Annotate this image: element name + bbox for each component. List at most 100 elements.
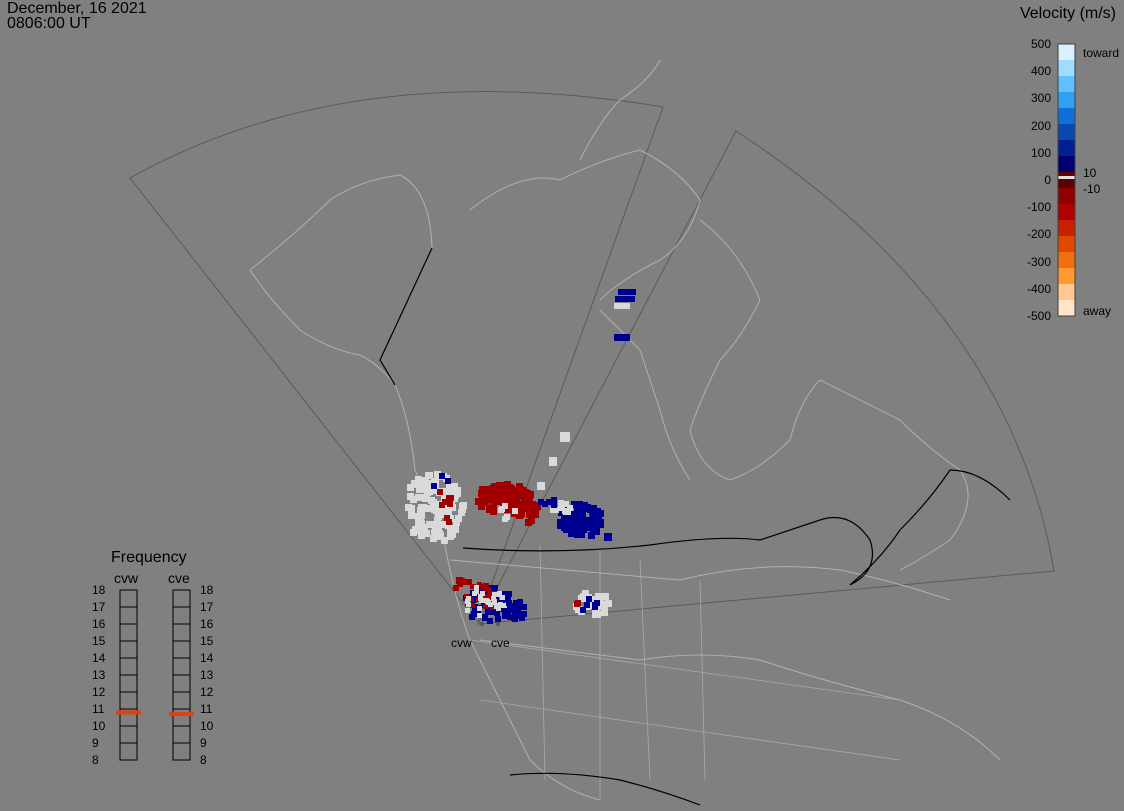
scatter-cell [445,522,452,529]
frequency-tick-left: 17 [92,600,106,614]
frequency-tick-left: 10 [92,719,106,733]
alaska-border [379,247,433,386]
scatter-cell [496,603,501,608]
scatter-cell [551,497,557,503]
scatter-cell [419,486,426,493]
colorbar-tick-label: -400 [1026,281,1051,296]
scatter-cell [457,581,463,587]
scatter-cell [498,507,504,513]
frequency-tick-right: 15 [200,634,214,648]
scatter-cell [484,487,491,494]
frequency-tick-left: 18 [92,583,106,597]
scatter-cell [479,598,484,603]
frequency-cell [172,657,191,676]
scatter-cell [407,484,414,491]
colorbar-segment [1058,108,1075,125]
scatter-cell [583,517,590,524]
colorbar-zero-band [1058,176,1075,179]
colorbar-away-label: away [1083,304,1112,318]
scatter-cell [597,603,604,610]
frequency-tick-right: 9 [200,736,207,750]
scatter-cell [471,611,477,617]
scatter-cell [571,501,578,508]
velocity-colorbar [1057,43,1076,317]
scatter-cell [590,527,597,534]
cve-field-of-view [477,130,1055,625]
scatter-cell [560,432,570,442]
time-label: 0806:00 UT [7,15,91,32]
scatter-cell [512,508,518,514]
frequency-tick-left: 14 [92,651,106,665]
cvw-field-of-view [129,91,664,624]
scatter-cell [475,498,482,505]
scatter-cell [574,519,581,526]
scatter-cell [576,525,583,532]
scatter-cell [458,509,465,516]
colorbar-segment [1058,236,1075,253]
scatter-cell [571,513,578,520]
scatter-cell [425,505,432,512]
us-mexico-border [509,772,701,806]
scatter-cell [452,526,459,533]
scatter-cell [580,607,586,613]
frequency-col-cve: cve [168,570,190,586]
scatter-cell [447,488,454,495]
scatter-cell [447,533,454,540]
scatter-cell [592,604,598,610]
frequency-cell [119,725,138,744]
scatter-cell [567,505,573,511]
scatter-cell [601,609,608,616]
scatter-cell [485,607,491,613]
radar-sites [480,622,500,626]
scatter-cell [504,481,511,488]
frequency-cell [119,691,138,710]
scatter-cell [508,604,514,610]
frequency-cell [119,674,138,693]
scatter-cell [495,484,502,491]
scatter-cell [511,496,518,503]
scatter-cell [445,478,451,484]
scatter-cell [446,519,452,525]
scatter-cell [502,603,507,608]
scatter-cell [526,495,533,502]
scatter-cell [615,296,635,302]
scatter-cell [495,616,501,622]
scatter-cell [499,603,504,608]
scatter-cell [455,515,462,522]
scatter-cell [580,593,587,600]
scatter-cell [614,334,630,341]
scatter-cell [592,611,599,618]
scatter-cell [437,489,443,495]
scatter-cell [490,605,495,610]
scatter-cell [466,596,471,601]
frequency-tick-right: 12 [200,685,214,699]
scatter-cell [506,600,512,606]
scatter-cell [492,585,498,591]
colorbar-tick-label: 300 [1030,91,1051,106]
scatter-cell [477,613,482,618]
frequency-tick-right: 11 [200,702,213,716]
frequency-tick-right: 18 [200,583,214,597]
frequency-cell [119,589,138,608]
scatter-cell [580,526,587,533]
scatter-cell [597,519,604,526]
scatter-cell [563,526,570,533]
scatter-cell [431,529,438,536]
scatter-cell [590,596,597,603]
scatter-cell [501,494,508,501]
frequency-title: Frequency [111,549,187,566]
frequency-cell [172,708,191,727]
frequency-cell [119,742,138,761]
scatter-cell [565,509,571,515]
scatter-cell [418,532,425,539]
scatter-cell [605,600,612,607]
frequency-tick-right: 17 [200,600,214,614]
colorbar-tick-label: -100 [1026,200,1051,215]
scatter-cell [494,610,500,616]
scatter-cell [526,511,533,518]
scatter-cell [496,606,501,611]
scatter-cell [492,592,497,597]
scatter-cell [447,515,454,522]
frequency-tick-left: 13 [92,668,106,682]
colorbar-tick-label: 200 [1030,118,1051,133]
